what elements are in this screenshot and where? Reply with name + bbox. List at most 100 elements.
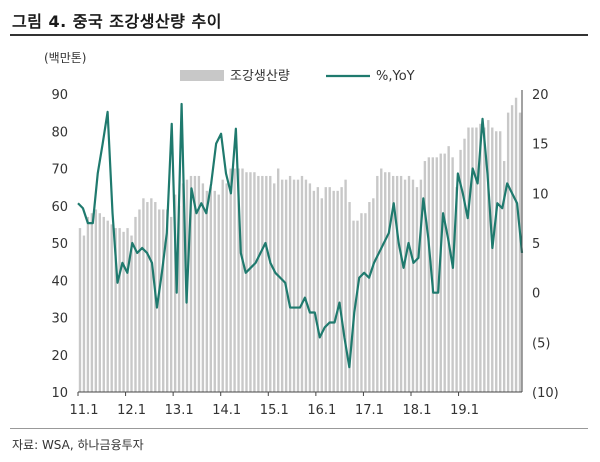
line-series: [77, 102, 524, 369]
bar-80: [395, 175, 399, 392]
x-tick-label: 17.1: [355, 403, 384, 418]
bar-35: [217, 194, 220, 392]
bar-77: [384, 172, 387, 392]
bar-55: [296, 179, 300, 392]
bar-31: [201, 183, 205, 392]
bar-93: [447, 146, 450, 392]
bar-81: [399, 175, 403, 392]
left-tick-label: 90: [51, 88, 68, 103]
bar-12: [126, 228, 129, 392]
bar-41: [241, 168, 244, 392]
bar-66: [340, 187, 343, 393]
bar-49: [273, 183, 276, 392]
bar-3: [90, 213, 94, 392]
bar-51: [280, 179, 284, 392]
bar-86: [419, 179, 423, 392]
bar-26: [181, 183, 185, 392]
bar-43: [249, 172, 252, 392]
bar-21: [162, 209, 165, 392]
left-tick-label: 60: [51, 200, 68, 215]
bar-13: [130, 235, 133, 392]
legend-bar-swatch: [180, 70, 224, 81]
right-tick-label: (5): [532, 336, 550, 351]
bar-71: [360, 213, 363, 392]
bar-48: [269, 175, 272, 392]
bar-78: [388, 172, 391, 392]
bar-88: [427, 157, 431, 392]
right-tick-label: (10): [532, 386, 559, 401]
bar-29: [193, 175, 197, 392]
bar-111: [518, 112, 522, 393]
bar-69: [352, 220, 355, 392]
bar-9: [114, 228, 117, 392]
bar-82: [403, 179, 407, 392]
bar-72: [364, 213, 367, 392]
x-tick-label: 16.1: [307, 403, 336, 418]
bar-101: [479, 123, 482, 393]
bar-83: [407, 175, 411, 392]
bar-99: [471, 127, 474, 392]
yoy-line: [77, 102, 524, 369]
bar-14: [134, 216, 137, 392]
bar-75: [376, 175, 379, 392]
bar-65: [336, 190, 339, 392]
bar-46: [261, 175, 264, 392]
bar-23: [169, 216, 173, 392]
bar-44: [253, 172, 256, 392]
bar-42: [245, 172, 248, 392]
bar-60: [316, 187, 320, 393]
bar-61: [320, 198, 323, 392]
bar-47: [265, 175, 268, 392]
bar-38: [229, 168, 232, 392]
bar-76: [380, 168, 383, 392]
left-axis-unit: (백만톤): [44, 51, 86, 65]
bar-70: [356, 220, 359, 392]
left-tick-label: 80: [51, 125, 68, 140]
bar-105: [495, 131, 498, 392]
x-tick-label: 13.1: [165, 403, 194, 418]
bar-5: [98, 213, 101, 392]
bar-15: [138, 209, 141, 392]
bar-0: [78, 228, 82, 392]
bar-18: [150, 198, 153, 392]
bar-34: [213, 190, 216, 392]
bar-22: [166, 209, 169, 392]
bar-57: [304, 179, 308, 392]
left-tick-label: 70: [51, 163, 68, 178]
bar-2: [86, 216, 90, 392]
bar-98: [467, 127, 470, 392]
bar-39: [233, 168, 236, 392]
bar-110: [514, 97, 518, 392]
bar-107: [502, 161, 506, 392]
right-tick-label: 20: [532, 88, 549, 103]
bar-28: [189, 175, 193, 392]
bar-67: [344, 179, 347, 392]
left-tick-label: 50: [51, 237, 68, 252]
x-tick-label: 19.1: [450, 403, 479, 418]
left-tick-label: 30: [51, 312, 68, 327]
x-tick-label: 12.1: [117, 403, 146, 418]
right-tick-label: 15: [532, 138, 549, 153]
title-rule: [10, 34, 588, 36]
bar-104: [491, 127, 494, 392]
left-tick-label: 40: [51, 274, 68, 289]
bar-102: [483, 127, 486, 392]
legend: 조강생산량 %,YoY: [180, 69, 415, 84]
bar-16: [142, 198, 145, 392]
bar-17: [146, 202, 149, 392]
right-tick-label: 10: [532, 187, 549, 202]
bar-63: [328, 187, 331, 393]
right-tick-label: 5: [532, 237, 540, 252]
bar-85: [415, 187, 419, 393]
bar-74: [372, 198, 375, 392]
bar-84: [411, 179, 415, 392]
bar-11: [122, 231, 125, 392]
x-tick-label: 11.1: [70, 403, 99, 418]
x-tick-label: 14.1: [212, 403, 241, 418]
x-tick-label: 15.1: [260, 403, 289, 418]
bar-100: [475, 127, 478, 392]
bar-92: [443, 153, 446, 392]
bar-25: [177, 205, 181, 392]
bar-50: [277, 168, 280, 392]
right-tick-label: 0: [532, 287, 540, 302]
